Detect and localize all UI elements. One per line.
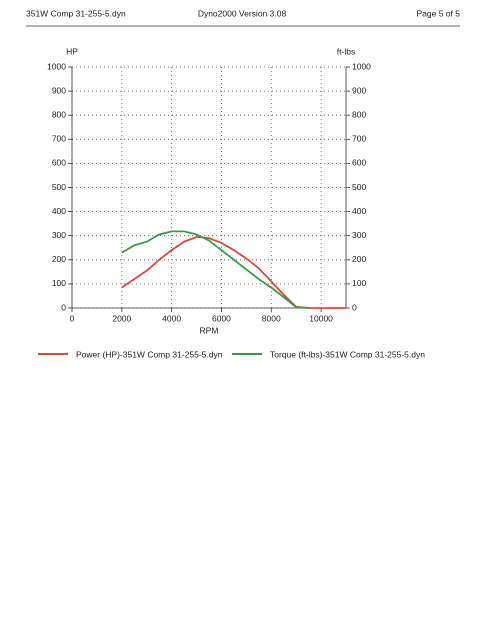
y2-tick-label: 300 (352, 230, 366, 240)
y-tick-label: 300 (52, 230, 66, 240)
series-line (121, 230, 309, 309)
series-line (121, 235, 346, 309)
y2-tick-label: 400 (352, 206, 366, 216)
y-tick-label: 1000 (47, 61, 66, 71)
legend-label: Power (HP)-351W Comp 31-255-5.dyn (76, 349, 223, 359)
y-axis-label: HP (66, 46, 78, 56)
x-tick-label: 6000 (212, 313, 231, 323)
y2-tick-label: 900 (352, 85, 366, 95)
x-tick-label: 10000 (309, 313, 333, 323)
y2-tick-label: 500 (352, 182, 366, 192)
x-axis-label: RPM (200, 325, 219, 335)
header-file: 351W Comp 31-255-5.dyn (26, 8, 126, 18)
y2-tick-label: 600 (352, 158, 366, 168)
y2-tick-label: 200 (352, 254, 366, 264)
y2-tick-label: 1000 (352, 61, 371, 71)
y-tick-label: 100 (52, 278, 66, 288)
y-tick-label: 800 (52, 109, 66, 119)
y2-tick-label: 0 (352, 302, 357, 312)
header-page: Page 5 of 5 (417, 8, 461, 18)
header-version: Dyno2000 Version 3.08 (198, 8, 287, 18)
y-tick-label: 700 (52, 134, 66, 144)
y-tick-label: 0 (61, 302, 66, 312)
legend-label: Torque (ft-lbs)-351W Comp 31-255-5.dyn (270, 349, 425, 359)
y-tick-label: 400 (52, 206, 66, 216)
y-tick-label: 200 (52, 254, 66, 264)
y-tick-label: 600 (52, 158, 66, 168)
y-tick-label: 900 (52, 85, 66, 95)
x-tick-label: 2000 (112, 313, 131, 323)
y2-tick-label: 800 (352, 109, 366, 119)
y2-tick-label: 700 (352, 134, 366, 144)
y-tick-label: 500 (52, 182, 66, 192)
x-tick-label: 4000 (162, 313, 181, 323)
y2-axis-label: ft-lbs (337, 46, 355, 56)
y2-tick-label: 100 (352, 278, 366, 288)
x-tick-label: 0 (70, 313, 75, 323)
x-tick-label: 8000 (262, 313, 281, 323)
